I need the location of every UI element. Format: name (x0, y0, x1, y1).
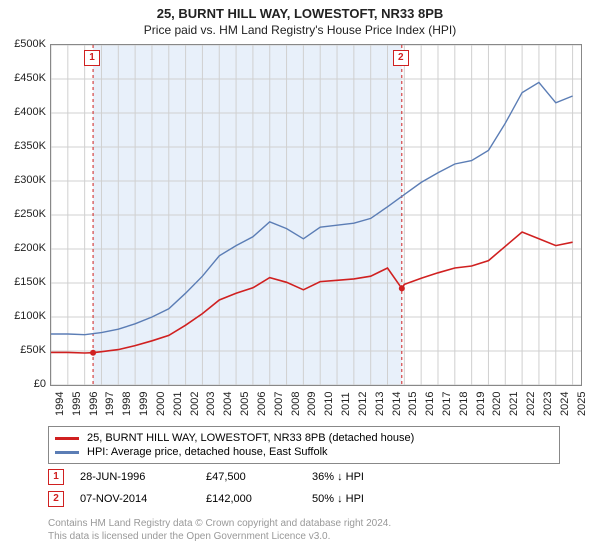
x-tick-label: 2002 (189, 392, 201, 416)
tx-price: £142,000 (206, 493, 296, 505)
tx-marker: 2 (48, 491, 64, 507)
transaction-row: 2 07-NOV-2014 £142,000 50% ↓ HPI (48, 488, 546, 510)
y-tick-label: £150K (14, 276, 46, 288)
tx-marker: 1 (48, 469, 64, 485)
transaction-table: 1 28-JUN-1996 £47,500 36% ↓ HPI 2 07-NOV… (48, 466, 546, 510)
plot-area (50, 44, 582, 386)
x-tick-label: 1997 (104, 392, 116, 416)
x-tick-label: 2010 (323, 392, 335, 416)
x-tick-label: 2020 (491, 392, 503, 416)
y-tick-label: £50K (20, 344, 46, 356)
y-tick-label: £350K (14, 140, 46, 152)
x-tick-label: 2024 (559, 392, 571, 416)
tx-pct: 50% ↓ HPI (312, 493, 412, 505)
x-tick-label: 2009 (306, 392, 318, 416)
page-subtitle: Price paid vs. HM Land Registry's House … (0, 21, 600, 41)
tx-marker-flag: 2 (393, 50, 409, 66)
x-tick-label: 2017 (441, 392, 453, 416)
tx-marker-flag: 1 (84, 50, 100, 66)
x-tick-label: 1995 (71, 392, 83, 416)
transaction-row: 1 28-JUN-1996 £47,500 36% ↓ HPI (48, 466, 546, 488)
page-title: 25, BURNT HILL WAY, LOWESTOFT, NR33 8PB (0, 0, 600, 21)
x-tick-label: 1996 (88, 392, 100, 416)
tx-date: 07-NOV-2014 (80, 493, 190, 505)
x-tick-label: 2018 (458, 392, 470, 416)
x-tick-label: 2025 (576, 392, 588, 416)
legend-swatch (55, 437, 79, 440)
y-tick-label: £200K (14, 242, 46, 254)
footer-line: Contains HM Land Registry data © Crown c… (48, 518, 558, 531)
y-tick-label: £400K (14, 106, 46, 118)
legend-swatch (55, 451, 79, 454)
x-tick-label: 2011 (340, 392, 352, 416)
x-tick-label: 2023 (542, 392, 554, 416)
x-tick-label: 2019 (475, 392, 487, 416)
legend-label: 25, BURNT HILL WAY, LOWESTOFT, NR33 8PB … (87, 432, 414, 444)
y-tick-label: £300K (14, 174, 46, 186)
chart-container: 25, BURNT HILL WAY, LOWESTOFT, NR33 8PB … (0, 0, 600, 560)
legend: 25, BURNT HILL WAY, LOWESTOFT, NR33 8PB … (48, 426, 560, 464)
x-tick-label: 2005 (239, 392, 251, 416)
x-tick-label: 2001 (172, 392, 184, 416)
x-tick-label: 1998 (121, 392, 133, 416)
y-tick-label: £500K (14, 38, 46, 50)
legend-row: HPI: Average price, detached house, East… (55, 445, 553, 459)
x-tick-label: 2014 (391, 392, 403, 416)
x-tick-label: 2008 (290, 392, 302, 416)
footer-line: This data is licensed under the Open Gov… (48, 531, 558, 544)
y-tick-label: £100K (14, 310, 46, 322)
x-tick-label: 2013 (374, 392, 386, 416)
x-tick-label: 2007 (273, 392, 285, 416)
x-tick-label: 2021 (508, 392, 520, 416)
y-tick-label: £250K (14, 208, 46, 220)
legend-row: 25, BURNT HILL WAY, LOWESTOFT, NR33 8PB … (55, 431, 553, 445)
y-tick-label: £0 (34, 378, 46, 390)
x-tick-label: 2003 (205, 392, 217, 416)
x-tick-label: 2015 (407, 392, 419, 416)
x-tick-label: 2016 (424, 392, 436, 416)
x-tick-label: 2012 (357, 392, 369, 416)
tx-date: 28-JUN-1996 (80, 471, 190, 483)
legend-label: HPI: Average price, detached house, East… (87, 446, 328, 458)
footer-attribution: Contains HM Land Registry data © Crown c… (48, 518, 558, 543)
tx-price: £47,500 (206, 471, 296, 483)
x-tick-label: 1999 (138, 392, 150, 416)
x-tick-label: 2022 (525, 392, 537, 416)
x-tick-label: 2000 (155, 392, 167, 416)
tx-pct: 36% ↓ HPI (312, 471, 412, 483)
x-tick-label: 2004 (222, 392, 234, 416)
x-tick-label: 2006 (256, 392, 268, 416)
x-tick-label: 1994 (54, 392, 66, 416)
y-tick-label: £450K (14, 72, 46, 84)
